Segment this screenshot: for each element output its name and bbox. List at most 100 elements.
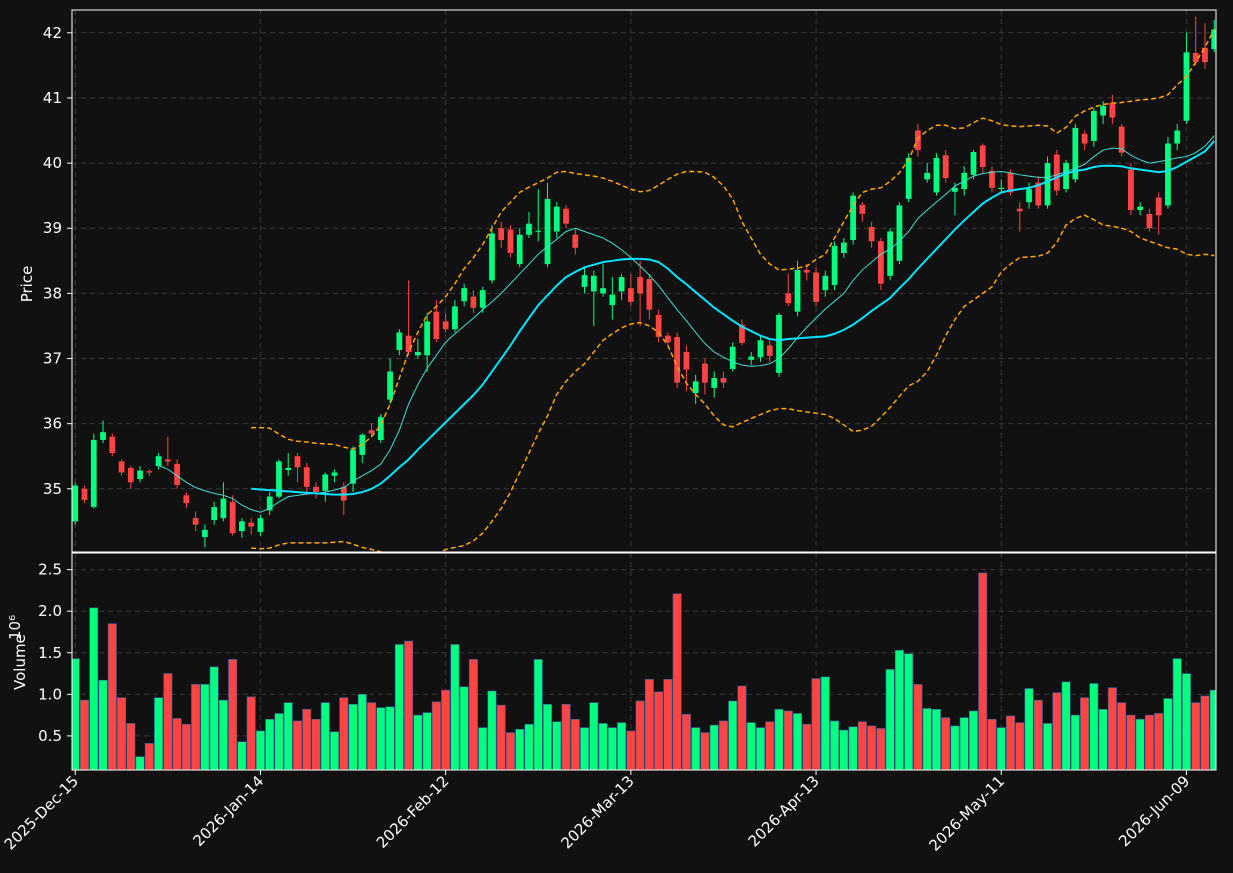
candle-body <box>350 449 356 484</box>
volume-bar <box>598 723 608 770</box>
volume-bar <box>996 727 1006 770</box>
candle-body <box>387 371 393 400</box>
indicator-line <box>158 135 1215 513</box>
candle-body <box>461 288 468 302</box>
volume-bar <box>1135 718 1145 770</box>
candle-body <box>516 234 523 265</box>
candle-body <box>1090 110 1097 141</box>
candle-body <box>1016 208 1023 212</box>
volume-bar <box>385 706 395 770</box>
volume-bar <box>1061 681 1071 770</box>
candle-body <box>1155 197 1162 216</box>
candle-body <box>248 522 255 527</box>
volume-bar <box>218 699 228 770</box>
candle-body <box>174 464 180 485</box>
volume-bar <box>1181 673 1191 770</box>
volume-bar <box>274 713 284 770</box>
volume-bar <box>607 727 617 770</box>
candle-body <box>322 474 329 491</box>
candle-body <box>720 378 727 383</box>
candle-body <box>1109 102 1116 118</box>
candle-body <box>1137 206 1144 210</box>
volume-bar <box>320 702 330 770</box>
volume-bar <box>552 721 562 770</box>
volume-bar <box>1015 722 1025 770</box>
volume-bar <box>98 679 108 770</box>
volume-bar <box>191 684 201 770</box>
candle-body <box>239 521 245 532</box>
candle-body <box>924 172 931 180</box>
candle-body <box>414 352 421 356</box>
volume-axis-label: Volume <box>11 634 29 690</box>
candle-body <box>896 205 903 261</box>
candle-body <box>655 314 662 338</box>
volume-bar <box>1006 715 1015 770</box>
candle-body <box>702 363 708 383</box>
candle-body <box>526 223 532 235</box>
volume-bar <box>756 727 765 770</box>
volume-bar <box>431 701 441 770</box>
candle-body <box>229 501 236 534</box>
volume-bar <box>339 697 349 770</box>
y-tick-label: 42 <box>43 24 62 42</box>
volume-bar <box>126 723 136 770</box>
candle-body <box>1072 127 1079 180</box>
indicator-line <box>251 29 1215 450</box>
y-tick-label: 35 <box>43 480 62 498</box>
volume-bar <box>848 726 858 770</box>
candle-body <box>942 155 949 179</box>
volume-bar <box>209 666 219 770</box>
volume-bar <box>246 696 256 770</box>
volume-bar <box>904 653 914 770</box>
candle-body <box>489 233 495 281</box>
price-axis-label: Price <box>18 266 36 303</box>
candle-body <box>989 170 995 188</box>
candle-body <box>618 277 625 292</box>
candle-body <box>211 507 218 521</box>
volume-bar <box>987 718 997 770</box>
volume-bar <box>1107 687 1117 770</box>
volume-bar <box>867 725 877 770</box>
candle-body <box>776 314 782 373</box>
volume-bar <box>515 728 525 770</box>
candle-body <box>757 340 764 358</box>
volume-bar <box>533 659 543 770</box>
volume-bar <box>1089 683 1099 770</box>
y-tick-label: 2.0 <box>38 602 62 620</box>
y-tick-label: 36 <box>43 415 62 433</box>
candle-body <box>952 187 958 192</box>
volume-bar <box>459 686 469 770</box>
volume-bar <box>413 714 423 770</box>
volume-bar <box>496 704 506 770</box>
volume-bar <box>709 724 719 770</box>
candle-body <box>470 296 477 308</box>
candle-body <box>905 157 912 199</box>
candle-body <box>785 293 792 304</box>
volume-bar <box>561 704 571 770</box>
volume-offset-label: 10⁶ <box>6 615 24 640</box>
candle-body <box>850 195 856 240</box>
y-tick-label: 1.0 <box>38 685 62 703</box>
candle-body <box>498 228 505 240</box>
y-tick-label: 0.5 <box>38 727 62 745</box>
volume-bar <box>644 679 654 770</box>
volume-bar <box>1154 713 1164 770</box>
volume-bar <box>876 728 886 770</box>
candle-body <box>970 152 977 175</box>
candle-body <box>127 467 134 483</box>
candle-body <box>1063 163 1069 190</box>
volume-bar <box>330 731 339 770</box>
candle-body <box>803 269 810 273</box>
candle-body <box>1183 52 1190 121</box>
volume-bar <box>311 718 321 770</box>
volume-bar <box>950 725 960 770</box>
volume-bar <box>265 718 275 770</box>
candle-body <box>146 471 153 473</box>
volume-bar <box>1052 692 1062 770</box>
candle-body <box>840 242 847 253</box>
volume-bar <box>700 732 710 770</box>
candle-body <box>1128 169 1134 210</box>
volume-bar <box>1172 658 1182 770</box>
candle-body <box>507 229 514 253</box>
